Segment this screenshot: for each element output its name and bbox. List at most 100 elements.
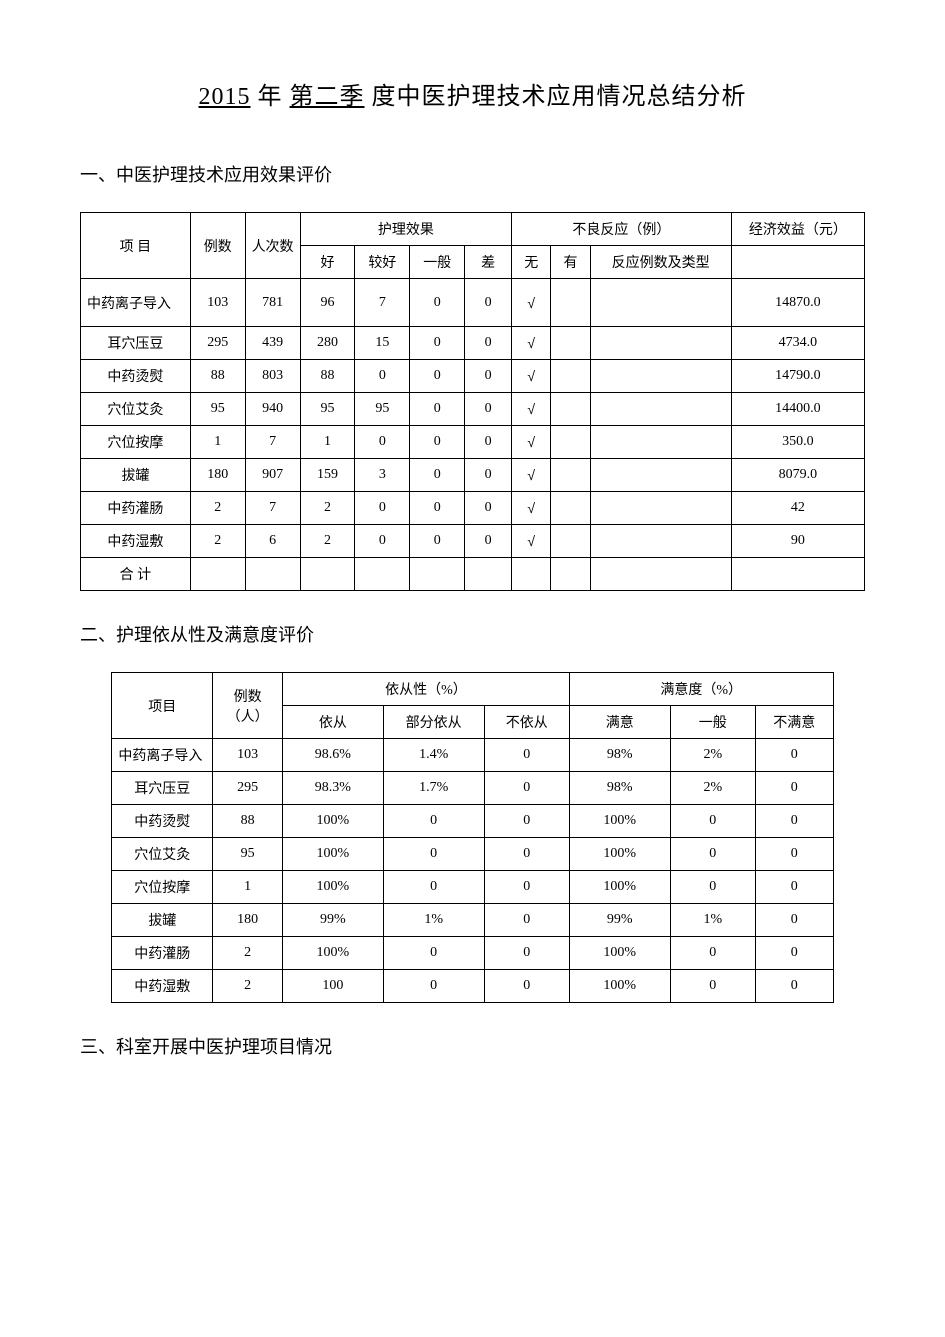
table-row: 穴位按摩171000√350.0 — [81, 426, 865, 459]
cell-comply: 98.6% — [282, 739, 383, 772]
cell-normal: 0 — [410, 525, 465, 558]
cell-cases: 295 — [190, 327, 245, 360]
col-good: 好 — [300, 246, 355, 279]
cell-name: 合 计 — [81, 558, 191, 591]
cell-benefit: 4734.0 — [731, 327, 864, 360]
cell-good: 1 — [300, 426, 355, 459]
cell-cases: 88 — [213, 805, 283, 838]
col-bad: 差 — [465, 246, 512, 279]
cell-better: 0 — [355, 525, 410, 558]
cell-visits: 7 — [245, 426, 300, 459]
col-compliance: 依从性（%） — [282, 673, 569, 706]
cell-noncomply: 0 — [484, 739, 569, 772]
cell-normal: 2% — [670, 772, 755, 805]
title-year: 2015 — [199, 84, 251, 110]
title-quarter: 第二季 — [290, 84, 365, 110]
cell-benefit: 14870.0 — [731, 279, 864, 327]
col-better: 较好 — [355, 246, 410, 279]
table-row: 中药灌肠2100%00100%00 — [112, 937, 833, 970]
cell-normal: 0 — [670, 805, 755, 838]
cell-name: 中药烫熨 — [81, 360, 191, 393]
cell-cases: 95 — [190, 393, 245, 426]
cell-partial: 0 — [383, 838, 484, 871]
cell-good: 159 — [300, 459, 355, 492]
cell-visits: 781 — [245, 279, 300, 327]
cell-satisfied: 99% — [569, 904, 670, 937]
table-row: 中药烫熨88100%00100%00 — [112, 805, 833, 838]
cell-visits: 803 — [245, 360, 300, 393]
table-row: 耳穴压豆2954392801500√4734.0 — [81, 327, 865, 360]
cell-good: 2 — [300, 525, 355, 558]
col-project: 项目 — [112, 673, 213, 739]
cell-noncomply: 0 — [484, 970, 569, 1003]
cell-benefit: 42 — [731, 492, 864, 525]
cell-noncomply: 0 — [484, 904, 569, 937]
cell-normal: 0 — [670, 871, 755, 904]
cell-has — [551, 492, 590, 525]
cell-reaction — [590, 279, 731, 327]
cell-partial: 1.4% — [383, 739, 484, 772]
cell-has — [551, 525, 590, 558]
cell-none: √ — [512, 525, 551, 558]
cell-noncomply: 0 — [484, 805, 569, 838]
cell-satisfied: 98% — [569, 772, 670, 805]
cell-unsatisfied: 0 — [755, 937, 833, 970]
cell-none: √ — [512, 393, 551, 426]
col-normal: 一般 — [410, 246, 465, 279]
cell-comply: 100% — [282, 838, 383, 871]
cell-normal: 0 — [410, 360, 465, 393]
cell-unsatisfied: 0 — [755, 904, 833, 937]
cell-good: 280 — [300, 327, 355, 360]
table-row: 合 计 — [81, 558, 865, 591]
cell-comply: 98.3% — [282, 772, 383, 805]
cell-unsatisfied: 0 — [755, 772, 833, 805]
cell-partial: 0 — [383, 970, 484, 1003]
cell-none — [512, 558, 551, 591]
table-row: 穴位艾灸95100%00100%00 — [112, 838, 833, 871]
table-row: 中药湿敷262000√90 — [81, 525, 865, 558]
col-project: 项 目 — [81, 213, 191, 279]
cell-better: 15 — [355, 327, 410, 360]
cell-normal: 0 — [410, 279, 465, 327]
cell-has — [551, 393, 590, 426]
cell-has — [551, 459, 590, 492]
cell-reaction — [590, 393, 731, 426]
col-adverse: 不良反应（例） — [512, 213, 732, 246]
cell-comply: 100% — [282, 937, 383, 970]
cell-partial: 1% — [383, 904, 484, 937]
cell-reaction — [590, 492, 731, 525]
cell-cases: 1 — [213, 871, 283, 904]
cell-cases: 2 — [190, 492, 245, 525]
section-3-heading: 三、科室开展中医护理项目情况 — [80, 1033, 865, 1059]
cell-benefit: 350.0 — [731, 426, 864, 459]
table-row: 中药烫熨8880388000√14790.0 — [81, 360, 865, 393]
cell-normal: 0 — [410, 459, 465, 492]
cell-partial: 1.7% — [383, 772, 484, 805]
cell-partial: 0 — [383, 871, 484, 904]
table-row: 拔罐180907159300√8079.0 — [81, 459, 865, 492]
cell-cases: 1 — [190, 426, 245, 459]
cell-benefit: 90 — [731, 525, 864, 558]
cell-partial: 0 — [383, 805, 484, 838]
section-2-heading: 二、护理依从性及满意度评价 — [80, 621, 865, 647]
col-visits: 人次数 — [245, 213, 300, 279]
col-noncomply: 不依从 — [484, 706, 569, 739]
col-unsatisfied: 不满意 — [755, 706, 833, 739]
cell-normal: 0 — [410, 327, 465, 360]
cell-visits: 6 — [245, 525, 300, 558]
cell-unsatisfied: 0 — [755, 871, 833, 904]
col-cases: 例数（人） — [213, 673, 283, 739]
table-header-row: 项目 例数（人） 依从性（%） 满意度（%） — [112, 673, 833, 706]
cell-better: 0 — [355, 426, 410, 459]
cell-reaction — [590, 459, 731, 492]
cell-name: 耳穴压豆 — [81, 327, 191, 360]
cell-benefit — [731, 558, 864, 591]
cell-name: 穴位艾灸 — [81, 393, 191, 426]
cell-comply: 100 — [282, 970, 383, 1003]
cell-cases: 103 — [190, 279, 245, 327]
table-header-row: 项 目 例数 人次数 护理效果 不良反应（例） 经济效益（元） — [81, 213, 865, 246]
cell-name: 中药湿敷 — [112, 970, 213, 1003]
col-reaction: 反应例数及类型 — [590, 246, 731, 279]
cell-noncomply: 0 — [484, 937, 569, 970]
cell-benefit: 8079.0 — [731, 459, 864, 492]
